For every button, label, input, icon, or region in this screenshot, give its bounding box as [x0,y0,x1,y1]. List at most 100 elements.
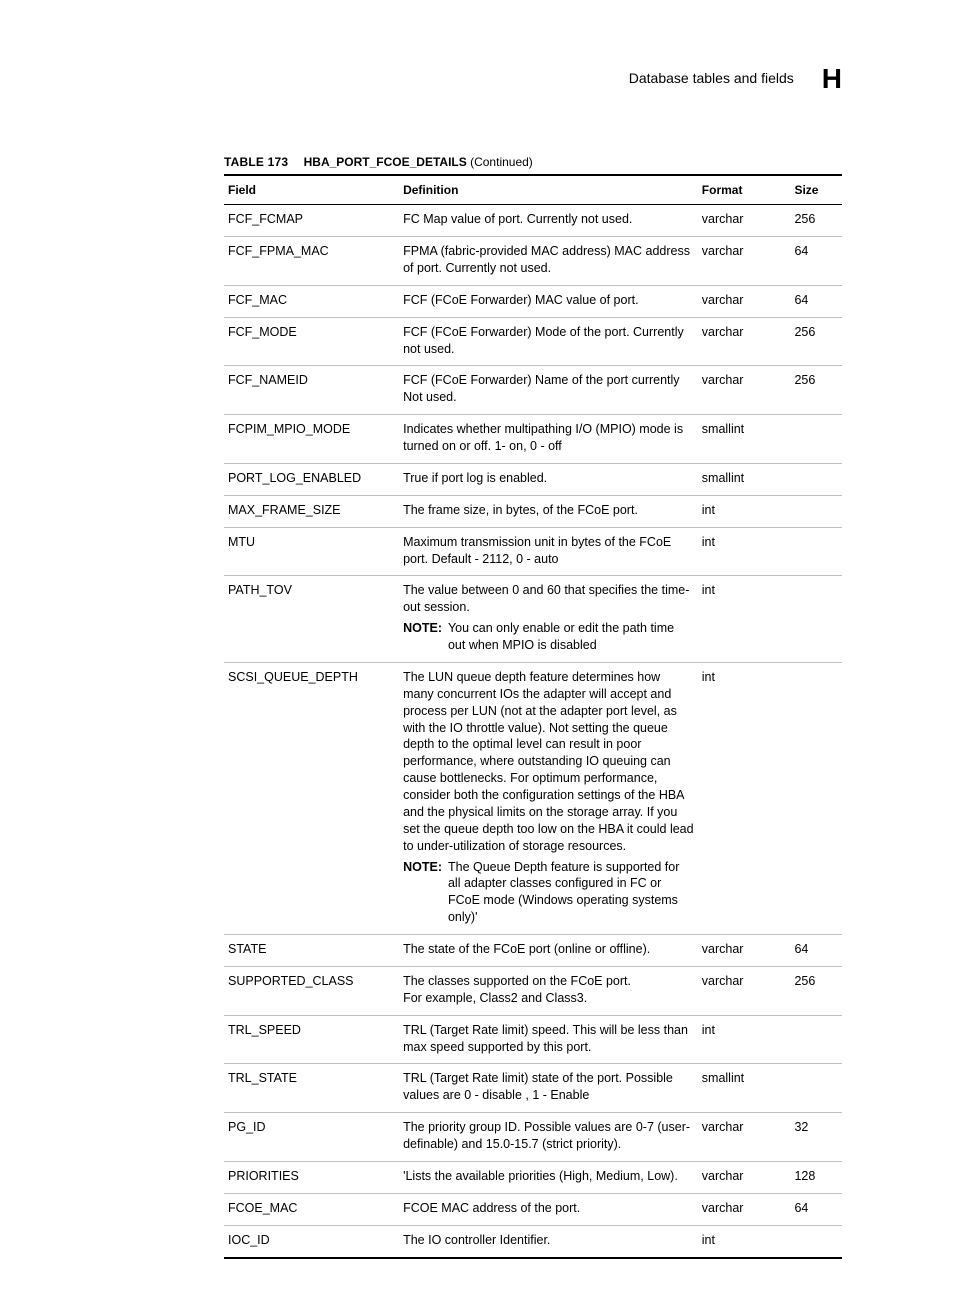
table-row: MTUMaximum transmission unit in bytes of… [224,527,842,576]
table-row: MAX_FRAME_SIZEThe frame size, in bytes, … [224,495,842,527]
cell-size: 256 [790,366,842,415]
cell-definition: FPMA (fabric-provided MAC address) MAC a… [399,237,698,286]
cell-definition: The priority group ID. Possible values a… [399,1113,698,1162]
cell-size [790,415,842,464]
cell-field: FCF_FPMA_MAC [224,237,399,286]
cell-format: smallint [698,415,791,464]
cell-field: STATE [224,935,399,967]
cell-format: int [698,495,791,527]
note-body: The Queue Depth feature is supported for… [448,859,694,927]
cell-format: smallint [698,1064,791,1113]
cell-size: 256 [790,317,842,366]
cell-format: varchar [698,966,791,1015]
note-body: You can only enable or edit the path tim… [448,620,694,654]
table-row: PG_IDThe priority group ID. Possible val… [224,1113,842,1162]
db-fields-table: Field Definition Format Size FCF_FCMAPFC… [224,174,842,1259]
cell-definition: The classes supported on the FCoE port.F… [399,966,698,1015]
col-format: Format [698,175,791,205]
cell-field: PATH_TOV [224,576,399,663]
cell-size [790,1225,842,1257]
cell-format: int [698,662,791,934]
cell-size [790,1064,842,1113]
cell-field: PRIORITIES [224,1161,399,1193]
cell-size: 32 [790,1113,842,1162]
cell-definition: Indicates whether multipathing I/O (MPIO… [399,415,698,464]
cell-field: PORT_LOG_ENABLED [224,463,399,495]
cell-field: MAX_FRAME_SIZE [224,495,399,527]
cell-size: 256 [790,205,842,237]
table-row: PORT_LOG_ENABLEDTrue if port log is enab… [224,463,842,495]
cell-size [790,1015,842,1064]
cell-size [790,662,842,934]
table-row: FCF_NAMEIDFCF (FCoE Forwarder) Name of t… [224,366,842,415]
note: NOTE:The Queue Depth feature is supporte… [403,859,694,927]
table-name-text: HBA_PORT_FCOE_DETAILS [304,155,467,169]
cell-format: varchar [698,317,791,366]
table-body: FCF_FCMAPFC Map value of port. Currently… [224,205,842,1258]
cell-size [790,463,842,495]
cell-field: FCF_FCMAP [224,205,399,237]
cell-definition: The state of the FCoE port (online or of… [399,935,698,967]
cell-format: varchar [698,285,791,317]
table-row: FCOE_MACFCOE MAC address of the port.var… [224,1193,842,1225]
cell-field: SCSI_QUEUE_DEPTH [224,662,399,934]
cell-definition: FCF (FCoE Forwarder) Mode of the port. C… [399,317,698,366]
note-label: NOTE: [403,620,442,654]
table-continued: (Continued) [470,155,533,169]
cell-field: FCF_NAMEID [224,366,399,415]
cell-field: PG_ID [224,1113,399,1162]
table-row: SUPPORTED_CLASSThe classes supported on … [224,966,842,1015]
table-row: PRIORITIES'Lists the available prioritie… [224,1161,842,1193]
table-row: STATEThe state of the FCoE port (online … [224,935,842,967]
col-field: Field [224,175,399,205]
cell-definition: FCOE MAC address of the port. [399,1193,698,1225]
table-number: TABLE 173 [224,155,288,169]
cell-field: IOC_ID [224,1225,399,1257]
cell-definition: FC Map value of port. Currently not used… [399,205,698,237]
cell-format: varchar [698,935,791,967]
col-size: Size [790,175,842,205]
table-row: SCSI_QUEUE_DEPTHThe LUN queue depth feat… [224,662,842,934]
cell-definition: The frame size, in bytes, of the FCoE po… [399,495,698,527]
cell-format: varchar [698,1161,791,1193]
cell-format: int [698,527,791,576]
cell-size: 64 [790,237,842,286]
cell-definition: 'Lists the available priorities (High, M… [399,1161,698,1193]
table-row: FCPIM_MPIO_MODEIndicates whether multipa… [224,415,842,464]
cell-format: varchar [698,1113,791,1162]
cell-size: 256 [790,966,842,1015]
cell-size [790,576,842,663]
cell-definition: True if port log is enabled. [399,463,698,495]
page-header: Database tables and fields H [224,60,842,98]
cell-field: FCPIM_MPIO_MODE [224,415,399,464]
cell-definition: Maximum transmission unit in bytes of th… [399,527,698,576]
cell-definition: The value between 0 and 60 that specifie… [399,576,698,663]
cell-field: FCOE_MAC [224,1193,399,1225]
cell-format: smallint [698,463,791,495]
cell-definition: The IO controller Identifier. [399,1225,698,1257]
cell-field: FCF_MAC [224,285,399,317]
page: Database tables and fields H TABLE 173 H… [0,0,954,1299]
table-row: FCF_FPMA_MACFPMA (fabric-provided MAC ad… [224,237,842,286]
table-header-row: Field Definition Format Size [224,175,842,205]
table-row: FCF_MODEFCF (FCoE Forwarder) Mode of the… [224,317,842,366]
cell-size [790,495,842,527]
note-label: NOTE: [403,859,442,927]
cell-format: int [698,576,791,663]
cell-size: 64 [790,935,842,967]
cell-field: TRL_SPEED [224,1015,399,1064]
col-definition: Definition [399,175,698,205]
table-row: TRL_STATETRL (Target Rate limit) state o… [224,1064,842,1113]
table-row: FCF_MACFCF (FCoE Forwarder) MAC value of… [224,285,842,317]
cell-size [790,527,842,576]
cell-format: int [698,1225,791,1257]
cell-definition: The LUN queue depth feature determines h… [399,662,698,934]
cell-field: MTU [224,527,399,576]
appendix-letter: H [822,60,842,98]
table-row: IOC_IDThe IO controller Identifier.int [224,1225,842,1257]
cell-size: 128 [790,1161,842,1193]
cell-format: varchar [698,237,791,286]
cell-size: 64 [790,1193,842,1225]
cell-definition: FCF (FCoE Forwarder) MAC value of port. [399,285,698,317]
cell-definition: TRL (Target Rate limit) speed. This will… [399,1015,698,1064]
